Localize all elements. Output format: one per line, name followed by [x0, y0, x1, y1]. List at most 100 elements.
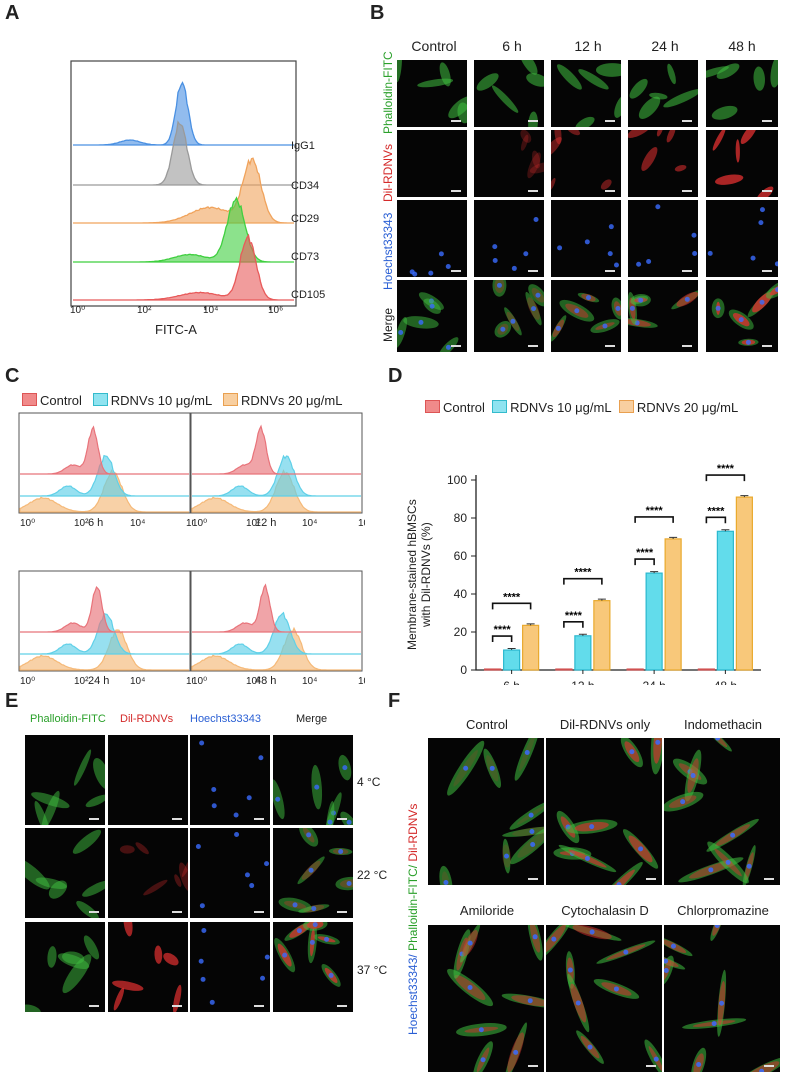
scale-bar	[682, 345, 692, 347]
tile-image	[476, 60, 544, 127]
panel-d-ylabel-line1: Membrane-stained hBMSCs	[405, 499, 419, 650]
cell-nucleus	[636, 261, 642, 267]
tile-image	[409, 251, 451, 277]
cell-nucleus	[750, 255, 756, 261]
cell-cytoskeleton	[47, 946, 57, 968]
panel-a-tick-6: 10⁶	[268, 305, 284, 316]
cell-nucleus	[398, 329, 404, 335]
scale-bar	[89, 1005, 99, 1007]
tile-image	[492, 280, 544, 338]
scale-bar	[682, 190, 692, 192]
tile-image	[711, 280, 778, 346]
tile-image	[278, 828, 353, 913]
cell-membrane-stain	[527, 152, 541, 179]
panel-d-ytick-label: 100	[447, 473, 467, 487]
legend-swatch-control	[22, 393, 37, 406]
panel-d-ytick-label: 20	[454, 625, 468, 639]
cell-nucleus	[708, 867, 714, 873]
cell-cytoskeleton	[526, 73, 544, 87]
scale-bar	[528, 190, 538, 192]
panel-c-overlay-2: 10⁰ 10² 10⁴ 10⁶	[18, 570, 193, 687]
scale-bar	[682, 270, 692, 272]
panel-c-histogram-control	[20, 425, 189, 475]
cell-nucleus	[492, 244, 498, 250]
panel-d-ytick-label: 40	[454, 587, 468, 601]
cell-nucleus	[199, 740, 205, 746]
cell-nucleus	[211, 803, 217, 809]
tile-image	[198, 927, 270, 1005]
panel-b-tile-r3-c1	[474, 280, 544, 352]
panel-f-top-indomethacin: Indomethacin	[683, 717, 763, 732]
panel-b-col-48h: 48 h	[728, 38, 756, 54]
cell-cytoskeleton	[514, 738, 540, 781]
cell-nucleus	[327, 819, 333, 825]
panel-e-tile-r0-c3	[273, 735, 353, 825]
cell-nucleus	[233, 812, 239, 818]
tile-image	[520, 130, 544, 179]
cell-nucleus	[198, 958, 204, 964]
panel-d-error-bar	[740, 495, 749, 498]
tile-image	[439, 738, 544, 885]
panel-e-header-hoechst: Hoechst33343	[190, 713, 261, 725]
cell-nucleus	[746, 863, 752, 869]
cell-cytoskeleton	[85, 794, 105, 808]
cell-nucleus	[209, 999, 215, 1005]
cell-nucleus	[311, 906, 317, 912]
cell-membrane-stain	[566, 130, 581, 136]
cell-nucleus	[342, 765, 348, 771]
panel-e-tile-r1-c0	[25, 828, 105, 918]
cell-membrane-stain	[674, 164, 687, 172]
cell-membrane-stain	[119, 845, 135, 854]
cell-nucleus	[500, 326, 506, 332]
cell-nucleus	[496, 282, 502, 288]
tile-image	[112, 922, 182, 1012]
scale-bar	[682, 120, 692, 122]
cell-membrane-stain	[135, 842, 149, 855]
cell-cytoskeleton	[83, 935, 100, 960]
panel-d-sig-label: ****	[574, 567, 592, 579]
cell-nucleus	[234, 832, 240, 838]
panel-f-tile-r0-c1	[546, 738, 662, 885]
panel-a-label-cd29: CD29	[291, 213, 320, 225]
cell-membrane-stain	[174, 874, 182, 887]
panel-e-tile-r1-c1	[108, 828, 188, 918]
panel-b-col-24h: 24 h	[651, 38, 679, 54]
panel-b-row-hoechst: Hoechst33343	[381, 212, 395, 290]
cell-cytoskeleton	[25, 857, 50, 890]
cell-cytoskeleton	[73, 749, 92, 786]
scale-bar	[762, 345, 772, 347]
cell-nucleus	[711, 1021, 717, 1027]
cell-nucleus	[438, 251, 444, 257]
cell-nucleus	[680, 799, 686, 805]
panel-c-tick-label: 10⁴	[302, 676, 317, 687]
tile-image	[706, 60, 778, 120]
panel-e-temp-22: 22 °C	[357, 868, 388, 882]
cell-membrane-stain	[123, 922, 133, 937]
panel-a-tick-4: 10⁴	[203, 305, 219, 316]
cell-nucleus	[346, 881, 352, 887]
panel-b-tile-r1-c1	[474, 130, 544, 197]
cell-nucleus	[655, 204, 661, 210]
panel-c-time-48h: 48 h	[255, 675, 277, 687]
legend-swatch-20	[223, 393, 239, 406]
panel-b-tile-r2-c2	[551, 200, 621, 277]
panel-c-tick-label: 10⁴	[130, 518, 145, 529]
panel-b-tile-r1-c2	[551, 130, 621, 197]
scale-bar	[762, 120, 772, 122]
cell-cytoskeleton	[716, 63, 740, 79]
panel-label-d: D	[388, 365, 403, 387]
scale-bar	[762, 190, 772, 192]
panel-d-bar	[522, 624, 540, 671]
cell-nucleus	[696, 1061, 702, 1067]
cell-nucleus	[613, 262, 619, 268]
panel-c-legend-10: RDNVs 10 μg/mL	[110, 393, 213, 408]
cell-cytoskeleton	[706, 66, 729, 80]
panel-f-tile-r1-c1	[546, 925, 662, 1072]
cell-nucleus	[314, 784, 320, 790]
cell-nucleus	[738, 317, 744, 323]
cell-nucleus	[480, 1057, 486, 1063]
cell-cytoskeleton	[273, 779, 285, 820]
scale-bar	[172, 911, 182, 913]
cell-nucleus	[443, 879, 449, 885]
cell-nucleus	[692, 250, 698, 256]
